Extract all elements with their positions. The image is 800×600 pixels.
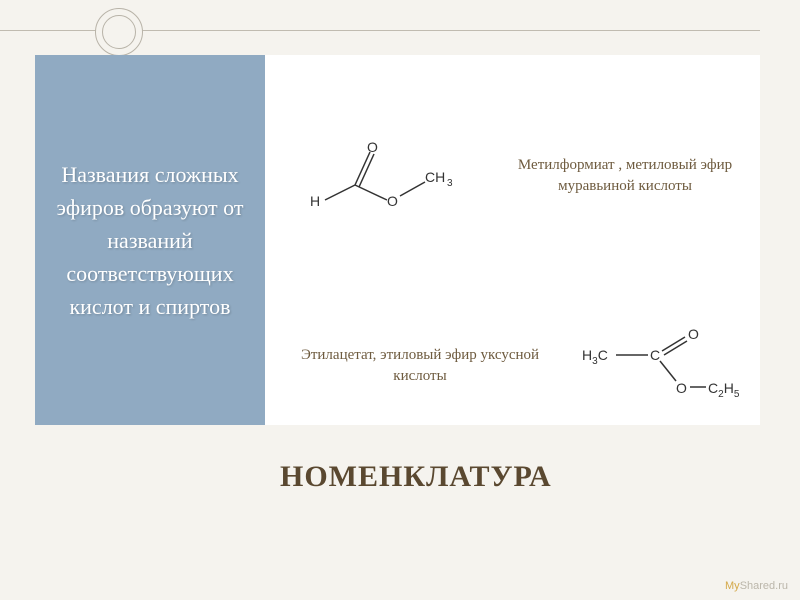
ethyl-acetate-label: Этилацетат, этиловый эфир уксусной кисло… [295,345,545,387]
atom-h3c-c: C [598,347,608,363]
methyl-formate-structure: H O O CH 3 [305,140,465,235]
watermark-my: My [725,580,740,592]
atom-h5-sub: 5 [734,389,740,400]
page-title: НОМЕНКЛАТУРА [280,460,552,494]
atom-o1: O [688,326,699,342]
watermark: MyShared.ru [725,580,788,592]
atom-ch3-sub: 3 [447,178,453,189]
sidebar-panel: Названия сложных эфиров образуют от назв… [35,55,265,425]
watermark-rest: Shared.ru [740,580,788,592]
atom-h: H [310,193,320,209]
methyl-formate-label: Метилформиат , метиловый эфир муравьиной… [500,155,750,197]
main-content-area: H O O CH 3 Метилформиат , метиловый эфир… [265,55,760,425]
atom-h3c-h: H [582,347,592,363]
svg-text:H3C: H3C [582,347,608,367]
atom-ch3: CH [425,169,445,185]
atom-o2: O [676,380,687,396]
atom-c2: C [708,380,718,396]
decorative-circle-inner [102,15,136,49]
atom-o2: O [387,193,398,209]
svg-text:C2H5: C2H5 [708,380,740,400]
sidebar-text: Названия сложных эфиров образуют от назв… [50,158,250,323]
ethyl-acetate-structure: H3C C O O C2H5 [580,325,740,410]
atom-c: C [650,347,660,363]
atom-h5: H [724,380,734,396]
atom-o1: O [367,140,378,155]
